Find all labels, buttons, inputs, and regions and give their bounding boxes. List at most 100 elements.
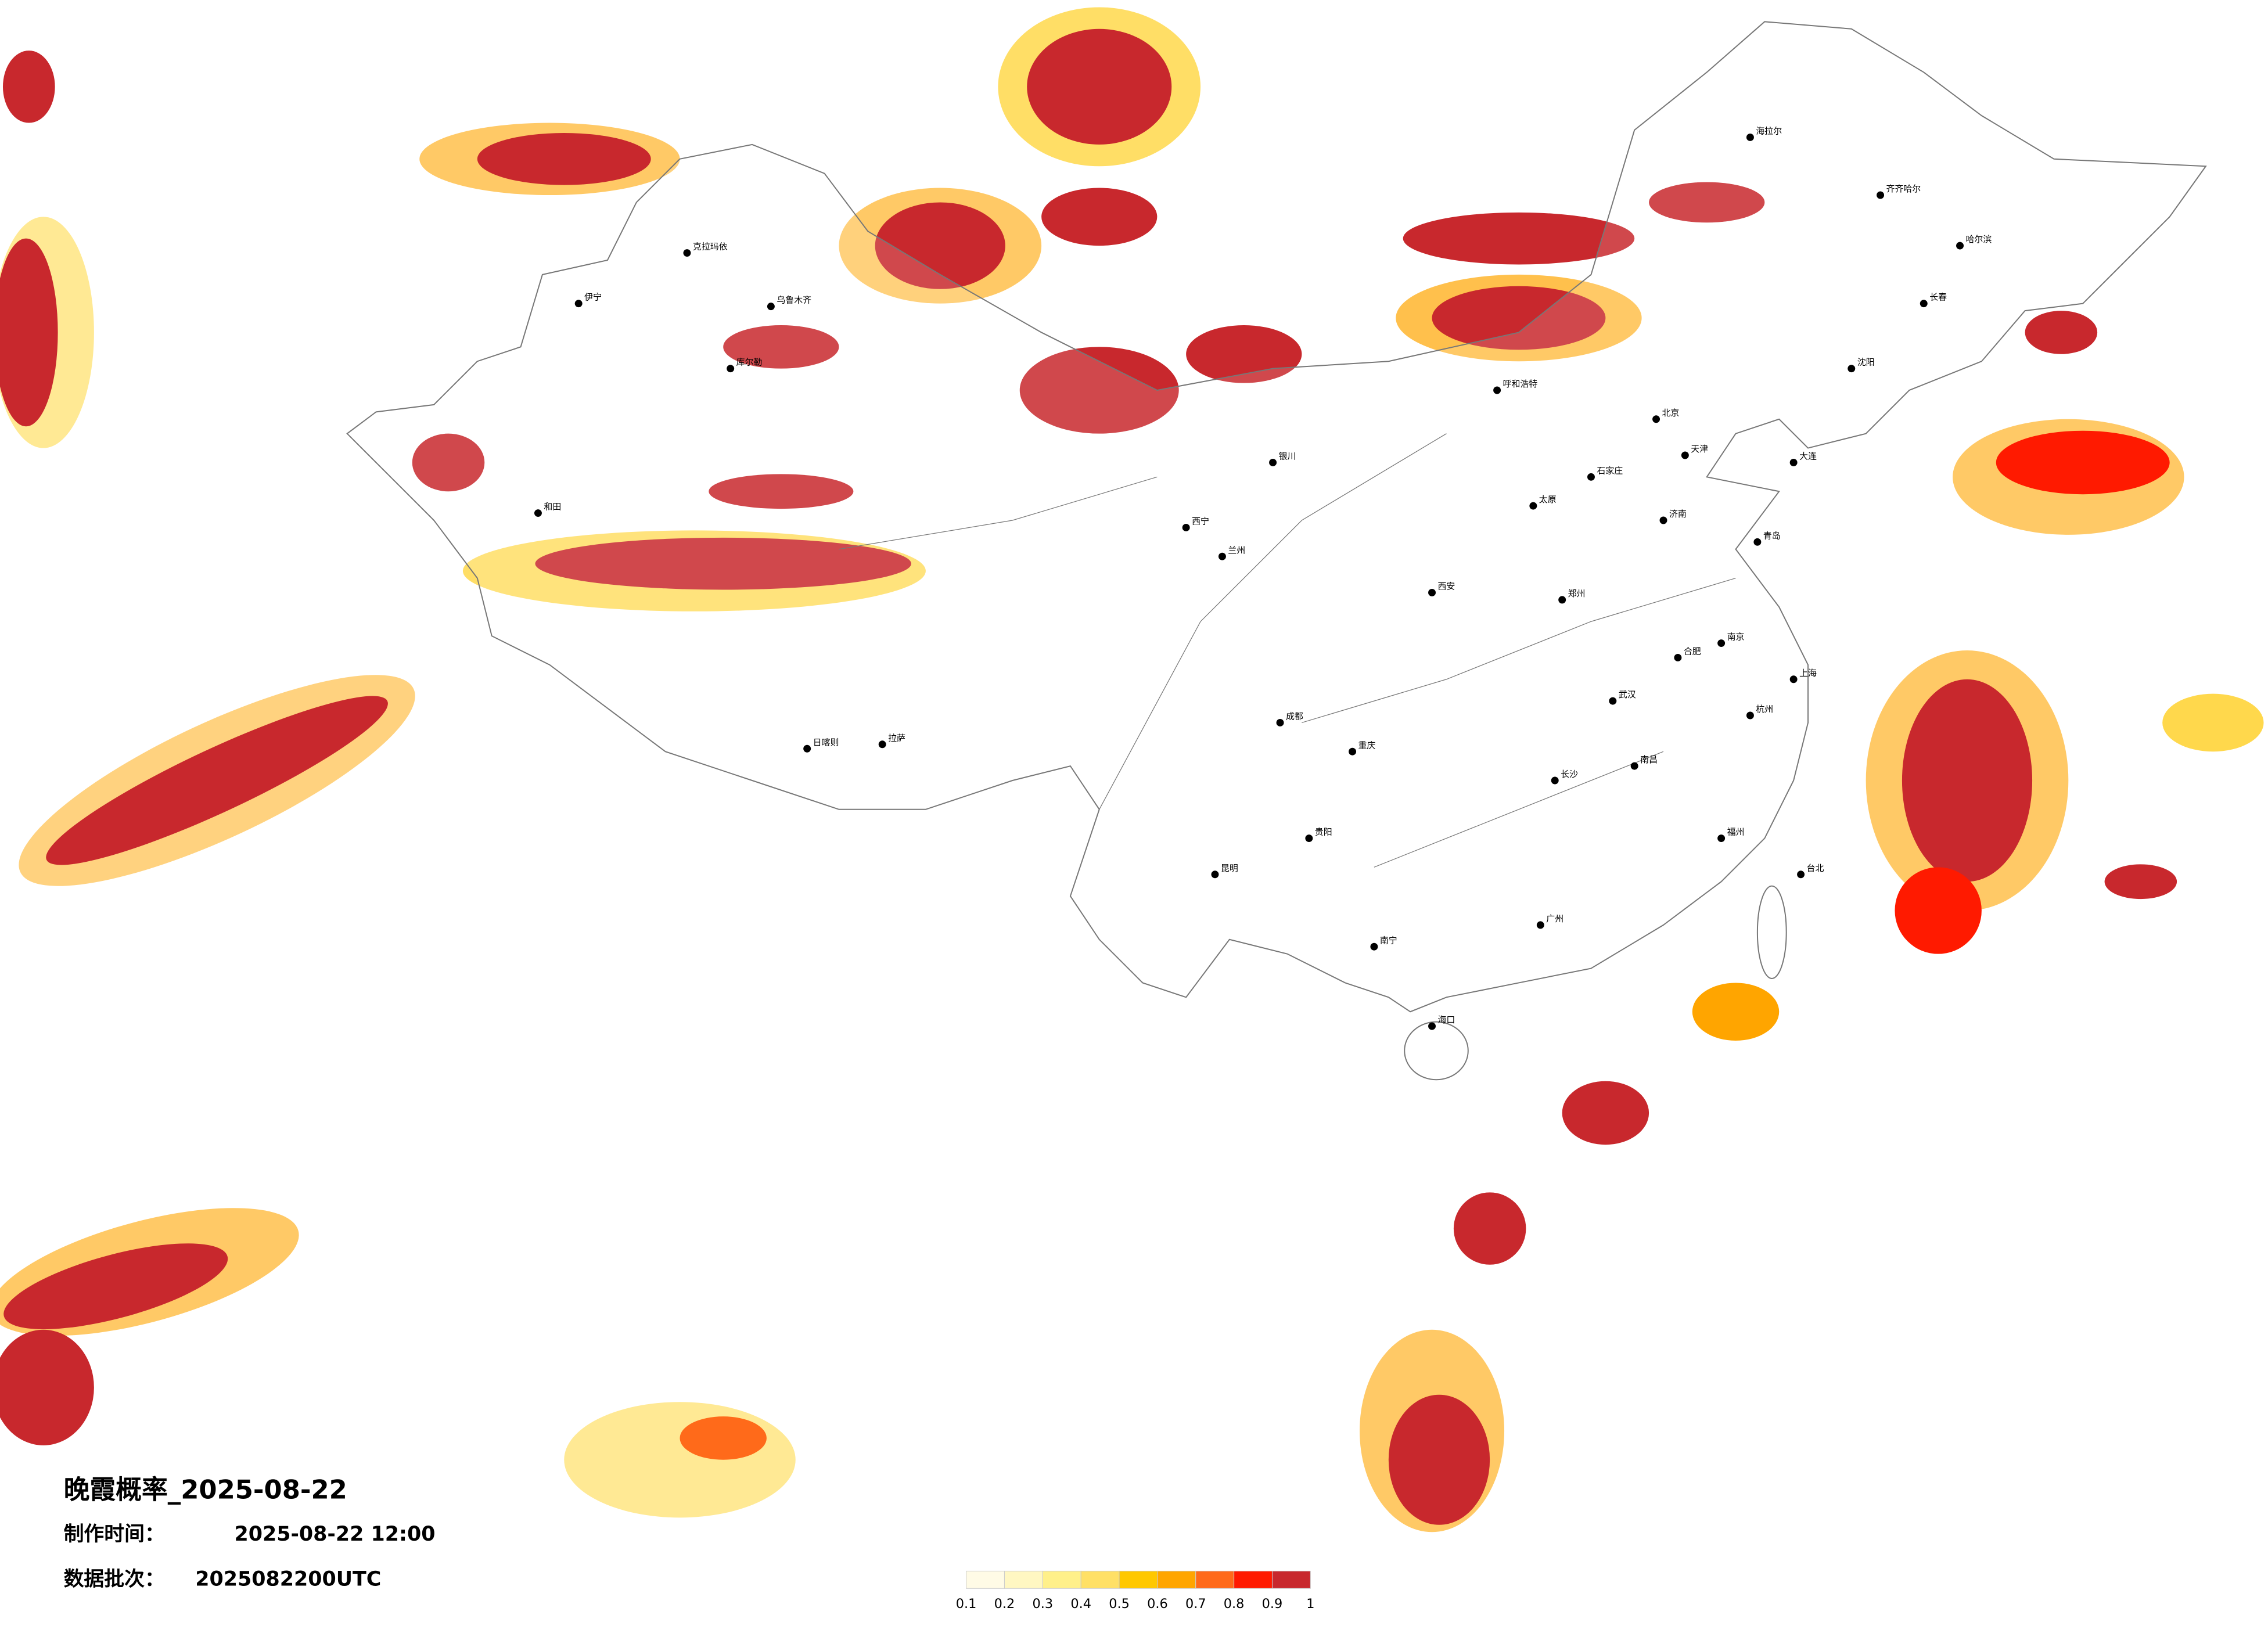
map-title: 晚霞概率_2025-08-22 bbox=[64, 1474, 347, 1505]
city-dot bbox=[1269, 458, 1277, 466]
city-dot bbox=[1529, 502, 1537, 510]
city-label: 海口 bbox=[1437, 1015, 1455, 1025]
city-dot bbox=[534, 509, 542, 517]
city-dot bbox=[1428, 588, 1436, 596]
city-label: 拉萨 bbox=[888, 733, 905, 743]
city-dot bbox=[1717, 834, 1726, 843]
batch-label: 数据批次： bbox=[64, 1567, 165, 1591]
city-dot bbox=[727, 365, 735, 373]
legend-tick-label: 0.5 bbox=[1109, 1596, 1130, 1611]
city-label: 大连 bbox=[1799, 451, 1817, 461]
legend-tick-label: 0.9 bbox=[1262, 1596, 1283, 1611]
city-dot bbox=[1746, 711, 1754, 720]
city-label: 兰州 bbox=[1228, 545, 1245, 555]
legend-swatch bbox=[1157, 1570, 1196, 1589]
city-label: 天津 bbox=[1691, 444, 1708, 454]
made-time-label: 制作时间： bbox=[64, 1523, 165, 1546]
legend-swatch bbox=[1271, 1570, 1311, 1589]
city-label: 石家庄 bbox=[1597, 465, 1623, 476]
city-label: 郑州 bbox=[1568, 588, 1586, 599]
legend-tick-label: 0.1 bbox=[956, 1596, 977, 1611]
city-dot bbox=[1877, 191, 1885, 199]
legend-swatch bbox=[966, 1570, 1005, 1589]
city-dot bbox=[1746, 133, 1754, 141]
legend-tick-label: 0.8 bbox=[1224, 1596, 1245, 1611]
city-label: 太原 bbox=[1539, 494, 1557, 505]
city-label: 西宁 bbox=[1192, 516, 1209, 526]
city-label: 沈阳 bbox=[1857, 357, 1875, 368]
city-dot bbox=[1789, 675, 1798, 684]
city-label: 日喀则 bbox=[813, 737, 839, 747]
legend-tick-label: 0.6 bbox=[1147, 1596, 1168, 1611]
city-dot bbox=[574, 300, 583, 308]
city-label: 台北 bbox=[1807, 863, 1824, 873]
city-label: 杭州 bbox=[1756, 704, 1773, 714]
city-label: 福州 bbox=[1727, 827, 1745, 837]
city-dot bbox=[1717, 639, 1726, 647]
city-label: 长春 bbox=[1929, 292, 1947, 303]
legend-tick-label: 0.4 bbox=[1070, 1596, 1091, 1611]
city-label: 重庆 bbox=[1358, 740, 1376, 750]
legend-swatch bbox=[1042, 1570, 1081, 1589]
city-dot bbox=[1956, 242, 1964, 250]
legend-swatch bbox=[1195, 1570, 1235, 1589]
legend-tick-label: 0.2 bbox=[994, 1596, 1015, 1611]
country-outline bbox=[346, 21, 2207, 1081]
city-dot bbox=[1493, 386, 1501, 394]
city-dot bbox=[1211, 870, 1219, 879]
city-label: 昆明 bbox=[1221, 863, 1238, 873]
city-label: 北京 bbox=[1662, 408, 1680, 418]
city-label: 济南 bbox=[1669, 509, 1687, 519]
city-dot bbox=[1609, 697, 1617, 705]
city-dot bbox=[1659, 516, 1667, 524]
batch: 2025082200UTC bbox=[195, 1567, 381, 1591]
city-label: 南京 bbox=[1727, 632, 1745, 642]
city-dot bbox=[1681, 451, 1689, 459]
city-label: 长沙 bbox=[1561, 769, 1578, 779]
city-label: 克拉玛依 bbox=[693, 242, 728, 252]
city-label: 广州 bbox=[1546, 913, 1563, 924]
city-dot bbox=[1182, 523, 1190, 531]
city-label: 成都 bbox=[1286, 711, 1303, 721]
city-label: 上海 bbox=[1799, 668, 1817, 678]
city-dot bbox=[1789, 458, 1798, 466]
city-dot bbox=[1349, 747, 1357, 756]
legend-swatch bbox=[1119, 1570, 1158, 1589]
legend-tick-label: 1 bbox=[1306, 1596, 1314, 1611]
city-dot bbox=[803, 744, 811, 753]
city-dot bbox=[767, 303, 775, 311]
city-label: 库尔勒 bbox=[736, 357, 763, 368]
city-dot bbox=[1428, 1022, 1436, 1030]
city-label: 呼和浩特 bbox=[1503, 379, 1538, 389]
city-label: 贵阳 bbox=[1315, 827, 1332, 837]
city-label: 海拉尔 bbox=[1756, 125, 1782, 136]
city-label: 乌鲁木齐 bbox=[777, 295, 811, 305]
city-dot bbox=[1551, 776, 1559, 785]
city-dot bbox=[1370, 942, 1378, 951]
legend-swatch bbox=[1080, 1570, 1120, 1589]
city-label: 合肥 bbox=[1684, 646, 1701, 656]
city-dot bbox=[1558, 596, 1566, 604]
legend-tick-label: 0.7 bbox=[1185, 1596, 1206, 1611]
city-dot bbox=[1674, 653, 1682, 661]
city-label: 武汉 bbox=[1619, 689, 1636, 700]
city-dot bbox=[1848, 365, 1856, 373]
city-label: 西安 bbox=[1437, 581, 1455, 591]
city-dot bbox=[1753, 538, 1762, 546]
city-label: 齐齐哈尔 bbox=[1886, 184, 1921, 194]
city-dot bbox=[1276, 718, 1284, 726]
city-dot bbox=[1797, 870, 1805, 879]
legend-swatch bbox=[1004, 1570, 1043, 1589]
city-dot bbox=[1630, 762, 1638, 770]
city-dot bbox=[1920, 300, 1928, 308]
city-label: 银川 bbox=[1279, 451, 1296, 461]
city-dot bbox=[1652, 415, 1660, 423]
city-label: 和田 bbox=[544, 502, 561, 512]
city-dot bbox=[1536, 921, 1544, 929]
city-label: 南昌 bbox=[1640, 754, 1658, 765]
city-dot bbox=[1218, 552, 1226, 560]
legend: 0.1 0.2 0.3 0.4 0.5 0.6 0.7 0.8 0.9 1 bbox=[956, 1570, 1314, 1611]
